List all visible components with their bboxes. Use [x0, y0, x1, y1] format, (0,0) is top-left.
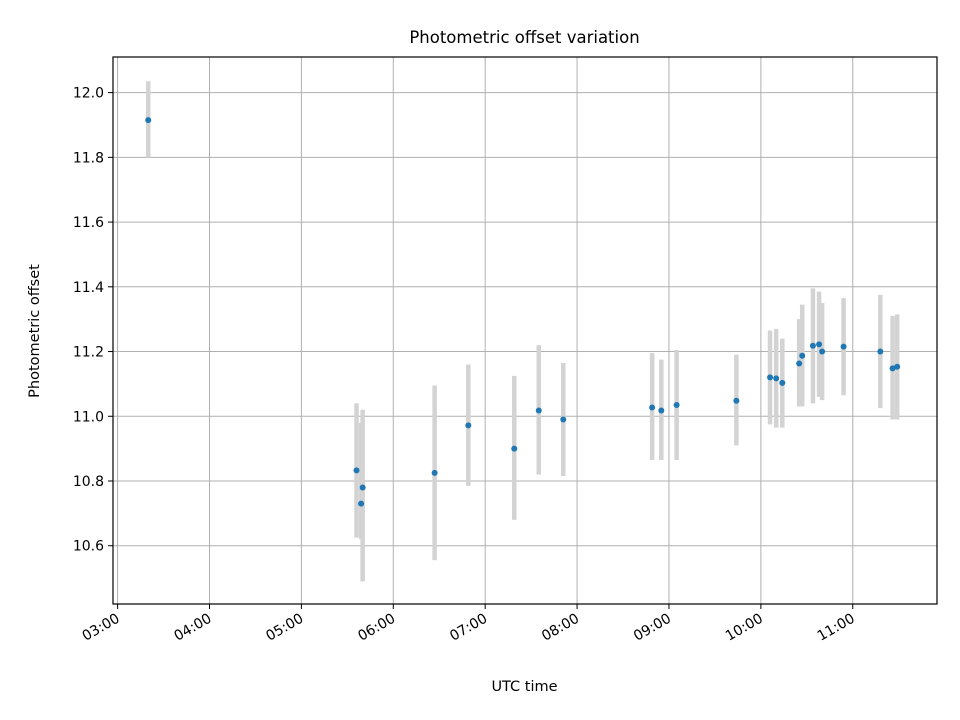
- data-point: [840, 343, 847, 350]
- data-point: [431, 469, 438, 476]
- y-tick-label: 11.4: [73, 280, 104, 296]
- chart-title: Photometric offset variation: [409, 28, 639, 47]
- data-point: [465, 422, 472, 429]
- y-tick-label: 10.6: [73, 539, 104, 555]
- data-point: [358, 500, 365, 507]
- grid: [113, 57, 937, 604]
- y-tick-label: 11.2: [73, 345, 104, 361]
- y-axis-ticks: 10.6 10.8 11.0 11.2 11.4 11.6 11.8 12.0: [73, 86, 113, 555]
- x-axis-label: UTC time: [491, 679, 557, 695]
- data-point: [359, 484, 366, 491]
- y-tick-label: 10.8: [73, 474, 104, 490]
- data-point: [535, 407, 542, 414]
- data-point: [809, 342, 816, 349]
- data-point: [877, 348, 884, 355]
- data-point: [796, 360, 803, 367]
- data-point: [511, 445, 518, 452]
- y-tick-label: 11.0: [73, 409, 104, 425]
- data-point: [889, 365, 896, 372]
- y-tick-label: 11.6: [73, 215, 104, 231]
- data-point: [773, 375, 780, 382]
- data-point: [560, 416, 567, 423]
- data-point: [819, 348, 826, 355]
- data-point: [145, 117, 152, 124]
- data-point: [658, 407, 665, 414]
- plot-frame: [112, 56, 938, 605]
- data-point: [767, 374, 774, 381]
- data-point: [353, 467, 360, 474]
- data-point: [894, 363, 901, 370]
- y-axis-label: Photometric offset: [27, 264, 43, 398]
- y-tick-label: 12.0: [73, 86, 104, 102]
- data-point: [799, 352, 806, 359]
- y-tick-label: 11.8: [73, 150, 104, 166]
- data-point: [816, 341, 823, 348]
- data-point: [649, 404, 656, 411]
- data-point: [733, 397, 740, 404]
- data-points: [145, 117, 901, 507]
- data-point: [779, 379, 786, 386]
- data-point: [673, 401, 680, 408]
